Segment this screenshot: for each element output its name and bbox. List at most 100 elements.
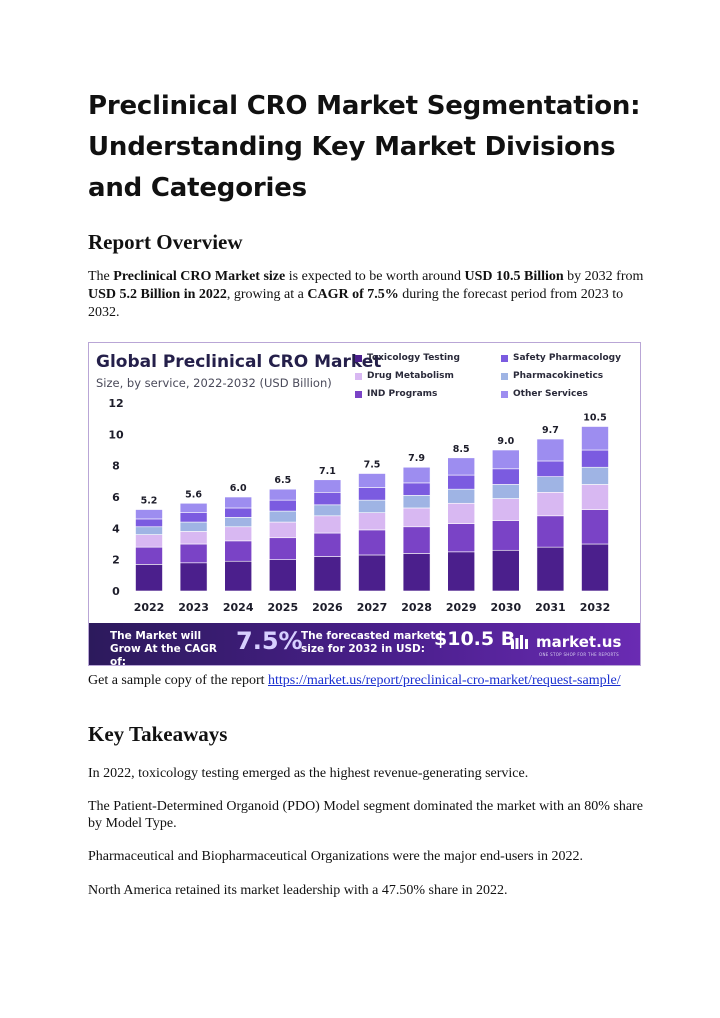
- bar-total-label: 5.2: [141, 496, 158, 507]
- x-tick-label: 2028: [401, 601, 432, 614]
- legend-item: Safety Pharmacology: [501, 353, 621, 363]
- bar-segment: [447, 457, 476, 476]
- intro-text-3: by 2032 from: [563, 269, 644, 284]
- y-tick-label: 8: [112, 460, 120, 473]
- bar-segment: [447, 551, 476, 592]
- bar-segment: [581, 426, 609, 451]
- bar-total-label: 6.0: [230, 483, 247, 494]
- legend-swatch: [355, 390, 362, 398]
- bar-total-label: 7.5: [364, 460, 381, 471]
- key-takeaways-heading: Key Takeaways: [88, 722, 228, 746]
- takeaway-item: Pharmaceutical and Biopharmaceutical Org…: [88, 849, 584, 864]
- bar-segment: [179, 562, 208, 592]
- bar-segment: [313, 504, 342, 517]
- bar-segment: [313, 532, 342, 557]
- bar-segment: [135, 564, 163, 592]
- chart-banner: The Market will Grow At the CAGR of: 7.5…: [89, 623, 640, 665]
- bar-segment: [358, 512, 386, 531]
- bar-total-label: 9.7: [542, 425, 559, 436]
- bar-total-label: 10.5: [583, 413, 606, 424]
- bar-segment: [447, 502, 476, 524]
- market-chart-infographic: Global Preclinical CRO Market Size, by s…: [88, 342, 641, 666]
- bar-segment: [269, 499, 297, 512]
- bar-segment: [224, 540, 252, 562]
- x-tick-label: 2024: [223, 601, 254, 614]
- x-tick-label: 2023: [178, 601, 209, 614]
- banner-forecast-value: $10.5 B: [434, 628, 516, 650]
- brand-tagline: ONE STOP SHOP FOR THE REPORTS: [539, 652, 619, 657]
- bar-segment: [491, 468, 520, 485]
- bar-segment: [135, 534, 163, 548]
- intro-text-2: is expected to be worth around: [285, 269, 465, 284]
- bar-segment: [313, 556, 342, 592]
- legend-item: IND Programs: [355, 389, 437, 399]
- intro-text-1: The: [88, 269, 114, 284]
- bar-total-label: 7.9: [408, 453, 425, 464]
- bar-segment: [179, 521, 208, 532]
- takeaway-item: The Patient-Determined Organoid (PDO) Mo…: [88, 799, 643, 831]
- bar-segment: [581, 484, 609, 510]
- legend-label: IND Programs: [367, 389, 438, 399]
- bar-segment: [447, 488, 476, 504]
- bar-segment: [269, 537, 297, 560]
- bar-segment: [581, 543, 609, 592]
- marketus-logo: market.us: [511, 633, 621, 651]
- legend-swatch: [355, 372, 362, 380]
- bar-segment: [269, 510, 297, 523]
- x-tick-label: 2025: [267, 601, 298, 614]
- sample-text: Get a sample copy of the report: [88, 673, 268, 688]
- bar-segment: [179, 512, 208, 523]
- bar-segment: [224, 507, 252, 518]
- bar-segment: [402, 553, 431, 592]
- bar-segment: [135, 509, 163, 520]
- bar-total-label: 6.5: [274, 475, 291, 486]
- intro-text-4: , growing at a: [226, 287, 308, 302]
- bar-segment: [358, 473, 386, 488]
- bar-segment: [402, 495, 431, 509]
- legend-item: Pharmacokinetics: [501, 371, 603, 381]
- bar-segment: [402, 482, 431, 496]
- x-tick-label: 2032: [580, 601, 611, 614]
- banner-cagr-label: The Market will Grow At the CAGR of:: [110, 630, 217, 666]
- report-overview-heading: Report Overview: [88, 230, 243, 254]
- bar-segment: [224, 560, 252, 592]
- x-tick-label: 2029: [446, 601, 477, 614]
- bar-segment: [402, 526, 431, 554]
- bar-segment: [313, 479, 342, 493]
- bar-segment: [179, 543, 208, 564]
- legend-swatch: [355, 354, 362, 362]
- bar-segment: [402, 507, 431, 528]
- bar-segment: [491, 484, 520, 499]
- bar-segment: [536, 492, 565, 517]
- y-tick-label: 6: [112, 491, 120, 504]
- stacked-bar-chart: 0 2 4 6 8 10 12 5.2 2022 5.6 2023 6.0 2024 6.5 2025 7.1…: [108, 397, 611, 614]
- intro-bold-2032-value: USD 10.5 Billion: [464, 269, 564, 284]
- bar-segment: [269, 521, 297, 539]
- bar-segment: [491, 520, 520, 551]
- legend-swatch: [501, 372, 508, 380]
- bar-segment: [447, 523, 476, 553]
- bar-segment: [581, 466, 609, 485]
- bar-segment: [358, 529, 386, 556]
- x-tick-label: 2022: [134, 601, 165, 614]
- bar-segment: [581, 449, 609, 468]
- sample-report-link[interactable]: https://market.us/report/preclinical-cro…: [268, 673, 621, 688]
- bar-segment: [536, 476, 565, 493]
- bar-segment: [269, 559, 297, 592]
- bar-segment: [135, 546, 163, 565]
- brand-name: market.us: [536, 633, 622, 651]
- bar-segment: [491, 498, 520, 521]
- report-overview-paragraph: The Preclinical CRO Market size is expec…: [88, 268, 648, 322]
- legend-label: Pharmacokinetics: [513, 371, 604, 381]
- legend-label: Safety Pharmacology: [513, 353, 621, 363]
- x-tick-label: 2031: [535, 601, 566, 614]
- legend-label: Drug Metabolism: [367, 371, 454, 381]
- bar-segment: [358, 554, 386, 592]
- bar-segment: [224, 496, 252, 509]
- bar-segment: [179, 502, 208, 513]
- bar-segment: [536, 515, 565, 548]
- bar-segment: [536, 438, 565, 462]
- chart-title: Global Preclinical CRO Market: [96, 352, 382, 372]
- x-tick-label: 2026: [312, 601, 343, 614]
- bar-segment: [358, 499, 386, 513]
